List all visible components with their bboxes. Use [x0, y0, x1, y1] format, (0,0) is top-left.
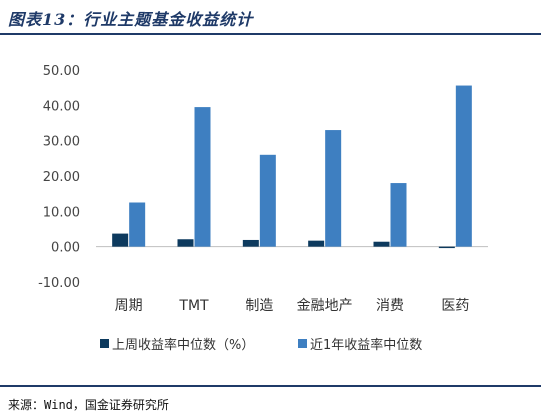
y-tick-label: 50.00 [43, 64, 80, 79]
legend-swatch [100, 339, 109, 348]
bar-yearly-3 [325, 130, 342, 247]
x-axis-labels: 周期 TMT 制造 金融地产 消费 医药 [115, 298, 470, 314]
bar-yearly-1 [194, 107, 211, 247]
bar-weekly-5 [438, 246, 455, 249]
category-label: 金融地产 [297, 298, 353, 314]
y-axis: -10.00 0.00 10.00 20.00 30.00 40.00 50.00 [38, 64, 80, 291]
footer-divider [0, 385, 541, 387]
bar-weekly-3 [308, 240, 325, 247]
legend-swatch [298, 339, 307, 348]
title-divider [0, 33, 541, 35]
y-tick-label: 40.00 [43, 99, 80, 114]
figure-title: 图表13：行业主题基金收益统计 [8, 10, 254, 29]
source-note: 来源：Wind，国金证券研究所 [8, 398, 169, 412]
bar-series [96, 85, 488, 249]
y-tick-label: 20.00 [43, 170, 80, 185]
category-label: 制造 [245, 298, 273, 314]
category-label: 周期 [115, 298, 143, 314]
bar-weekly-4 [373, 241, 390, 247]
y-tick-label: 10.00 [43, 205, 80, 220]
legend-label: 上周收益率中位数（%） [112, 337, 254, 353]
bar-yearly-2 [259, 154, 276, 247]
bar-weekly-1 [177, 239, 194, 247]
legend: 上周收益率中位数（%） 近1年收益率中位数 [100, 337, 422, 353]
bar-yearly-5 [455, 85, 472, 247]
bar-weekly-2 [242, 239, 259, 247]
y-tick-label: 0.00 [51, 241, 80, 256]
legend-label: 近1年收益率中位数 [310, 337, 422, 353]
y-tick-label: 30.00 [43, 135, 80, 150]
bar-yearly-4 [390, 183, 407, 247]
category-label: 消费 [376, 298, 404, 314]
category-label: 医药 [441, 298, 469, 314]
bar-weekly-0 [112, 233, 129, 247]
category-label: TMT [178, 298, 209, 314]
y-tick-label: -10.00 [38, 276, 80, 291]
bar-yearly-0 [129, 202, 146, 247]
bar-chart: -10.00 0.00 10.00 20.00 30.00 40.00 50.00 周期 TM… [38, 64, 488, 353]
